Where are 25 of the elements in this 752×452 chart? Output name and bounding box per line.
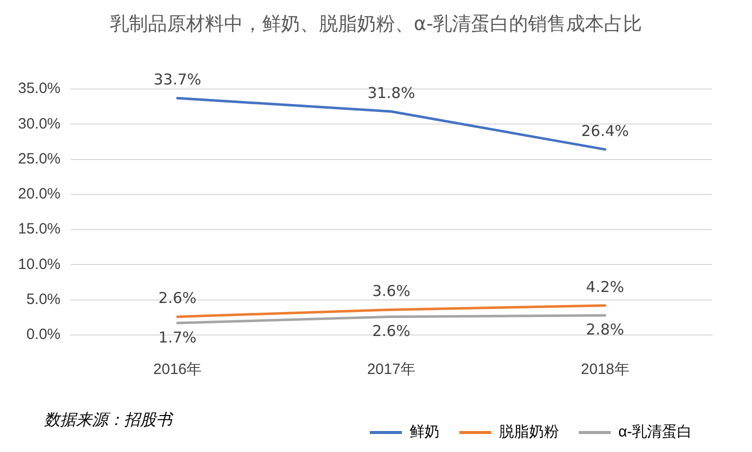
y-tick-label: 20.0% bbox=[18, 186, 61, 203]
legend-label: 脱脂奶粉 bbox=[498, 424, 559, 441]
chart-title: 乳制品原材料中，鲜奶、脱脂奶粉、α-乳清蛋白的销售成本占比 bbox=[108, 12, 644, 37]
data-label: 4.2% bbox=[586, 278, 624, 296]
x-tick-label: 2016年 bbox=[153, 361, 202, 378]
data-label: 26.4% bbox=[581, 122, 629, 140]
legend-label: α-乳清蛋白 bbox=[618, 424, 692, 441]
y-tick-label: 10.0% bbox=[18, 256, 61, 273]
data-label: 31.8% bbox=[367, 84, 416, 102]
y-tick-label: 0.0% bbox=[26, 326, 61, 344]
y-tick-label: 30.0% bbox=[18, 115, 61, 132]
data-label: 33.7% bbox=[154, 70, 202, 89]
x-tick-label: 2018年 bbox=[580, 361, 630, 378]
y-tick-label: 5.0% bbox=[26, 291, 61, 308]
data-label: 1.7% bbox=[158, 328, 196, 346]
y-tick-label: 15.0% bbox=[18, 220, 61, 238]
y-tick-label: 35.0% bbox=[18, 80, 61, 98]
legend-label: 鲜奶 bbox=[409, 424, 440, 441]
data-label: 2.8% bbox=[586, 320, 624, 339]
data-label: 2.6% bbox=[158, 289, 196, 308]
data-label: 3.6% bbox=[372, 282, 410, 300]
data-label: 2.6% bbox=[372, 322, 410, 340]
x-tick-label: 2017年 bbox=[367, 361, 416, 378]
source-note: 数据来源：招股书 bbox=[44, 410, 172, 431]
y-tick-label: 25.0% bbox=[18, 150, 61, 168]
